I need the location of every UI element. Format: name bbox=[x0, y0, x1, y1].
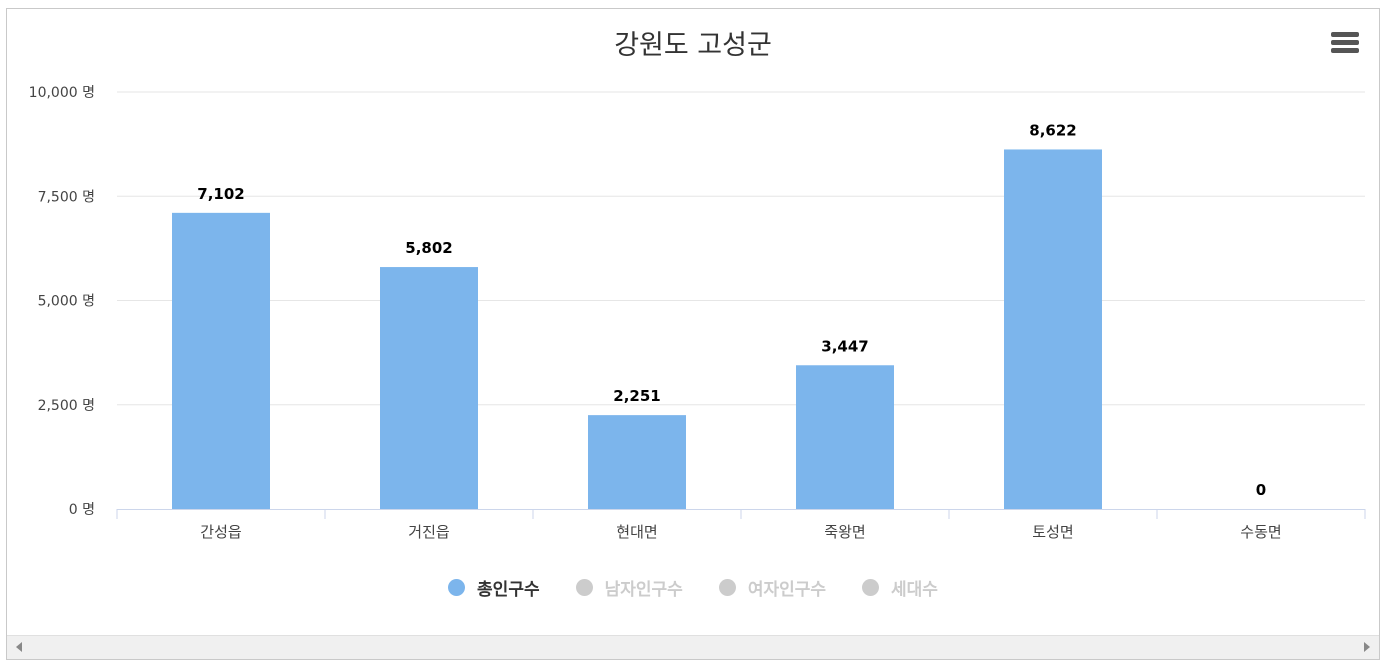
bar-4[interactable] bbox=[1004, 149, 1102, 510]
y-axis-labels: 0 명 2,500 명 5,000 명 7,500 명 10,000 명 bbox=[29, 85, 95, 518]
legend-item-0[interactable]: 총인구수 bbox=[448, 575, 540, 600]
bar-chart: 0 명 2,500 명 5,000 명 7,500 명 10,000 명 7,102 5,… bbox=[29, 85, 1366, 541]
menu-line bbox=[1331, 48, 1359, 53]
bars bbox=[172, 149, 1102, 510]
x-tick-label-2: 현대면 bbox=[616, 523, 657, 541]
legend-label: 남자인구수 bbox=[604, 580, 683, 600]
legend-item-1[interactable]: 남자인구수 bbox=[575, 575, 683, 600]
x-tick-label-3: 죽왕면 bbox=[824, 523, 865, 541]
data-label-3: 3,447 bbox=[821, 337, 868, 355]
x-tick-label-0: 간성읍 bbox=[200, 523, 241, 541]
bar-2[interactable] bbox=[588, 415, 686, 509]
data-labels: 7,102 5,802 2,251 3,447 8,622 0 bbox=[197, 121, 1266, 499]
legend-dot-icon bbox=[718, 579, 736, 596]
y-tick-label: 0 명 bbox=[69, 502, 95, 518]
chart-container: 강원도 고성군 0 명 2,500 명 5,000 명 7,500 명 10,000 명… bbox=[6, 8, 1380, 660]
legend-dot-icon bbox=[575, 579, 593, 596]
legend-label: 여자인구수 bbox=[747, 580, 827, 600]
legend-item-3[interactable]: 세대수 bbox=[862, 575, 938, 600]
y-tick-label: 7,500 명 bbox=[38, 189, 95, 205]
chart-title: 강원도 고성군 bbox=[614, 30, 772, 61]
horizontal-scrollbar[interactable] bbox=[7, 635, 1379, 659]
x-tick-label-1: 거진읍 bbox=[408, 523, 449, 541]
legend-label: 총인구수 bbox=[477, 580, 540, 600]
y-tick-label: 10,000 명 bbox=[29, 85, 95, 101]
data-label-2: 2,251 bbox=[613, 387, 660, 405]
arrow-left-icon[interactable] bbox=[16, 642, 22, 652]
x-tick-label-4: 토성면 bbox=[1032, 523, 1073, 541]
arrow-right-icon[interactable] bbox=[1364, 642, 1370, 652]
legend-dot-icon bbox=[862, 579, 880, 596]
legend-label: 세대수 bbox=[891, 580, 938, 600]
legend-item-2[interactable]: 여자인구수 bbox=[718, 575, 827, 600]
hamburger-menu-icon[interactable] bbox=[1331, 31, 1359, 55]
data-label-0: 7,102 bbox=[197, 185, 244, 203]
x-axis: 간성읍 거진읍 현대면 죽왕면 토성면 수동면 bbox=[116, 509, 1366, 541]
data-label-1: 5,802 bbox=[405, 239, 452, 257]
bar-1[interactable] bbox=[380, 267, 478, 509]
data-label-5: 0 bbox=[1256, 481, 1266, 499]
menu-line bbox=[1331, 40, 1359, 45]
bar-0[interactable] bbox=[172, 212, 270, 509]
y-tick-label: 5,000 명 bbox=[38, 294, 95, 310]
legend: 총인구수 남자인구수 여자인구수 세대수 bbox=[7, 575, 1379, 600]
data-label-4: 8,622 bbox=[1029, 121, 1076, 139]
y-tick-label: 2,500 명 bbox=[38, 398, 95, 414]
menu-line bbox=[1331, 32, 1359, 37]
legend-dot-icon bbox=[448, 579, 466, 596]
grid-lines bbox=[117, 91, 1365, 406]
bar-3[interactable] bbox=[796, 365, 894, 509]
x-tick-label-5: 수동면 bbox=[1240, 523, 1281, 541]
